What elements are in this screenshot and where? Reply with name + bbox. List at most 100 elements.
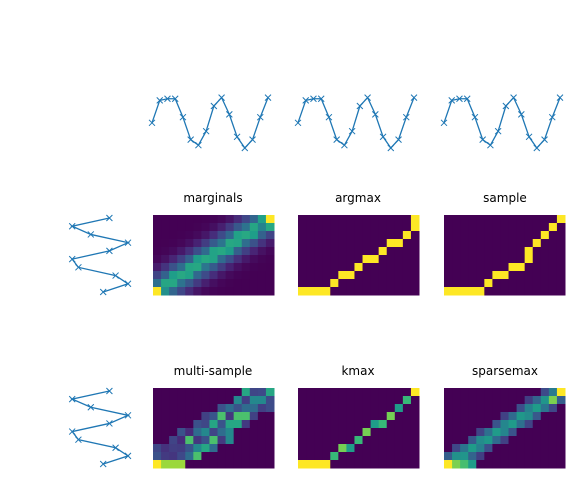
heatmap-cell <box>387 396 396 405</box>
heatmap-cell <box>476 412 485 421</box>
heatmap-cell <box>500 279 509 288</box>
heatmap-cell <box>346 239 355 248</box>
heatmap-cell <box>387 215 396 224</box>
heatmap-cell <box>492 396 501 405</box>
heatmap-cell <box>476 279 485 288</box>
heatmap-cell <box>533 223 542 232</box>
heatmap-cell <box>525 444 534 453</box>
heatmap-cell <box>395 223 404 232</box>
heatmap-cell <box>338 404 347 413</box>
heatmap-cell <box>250 239 259 248</box>
heatmap-cell <box>557 271 566 280</box>
heatmap-cell <box>533 460 542 469</box>
heatmap-cell <box>234 396 243 405</box>
heatmap-cell <box>525 404 534 413</box>
data-point <box>534 145 540 151</box>
heatmap-cell <box>541 436 550 445</box>
heatmap-cell <box>533 255 542 264</box>
heatmap-cell <box>541 255 550 264</box>
heatmap-cell <box>363 404 372 413</box>
heatmap-cell <box>226 412 235 421</box>
data-point <box>250 137 256 143</box>
heatmap-cell <box>379 271 388 280</box>
heatmap-cell <box>258 428 267 437</box>
heatmap-cell <box>395 231 404 240</box>
heatmap-cell <box>306 444 315 453</box>
heatmap-cell <box>346 263 355 272</box>
heatmap-cell <box>468 436 477 445</box>
heatmap-cell <box>411 436 420 445</box>
heatmap-cell <box>322 444 331 453</box>
heatmap-cell <box>460 271 469 280</box>
heatmap-cell <box>363 420 372 429</box>
heatmap-cell <box>403 460 412 469</box>
heatmap-cell <box>169 239 178 248</box>
heatmap-cell <box>460 396 469 405</box>
heatmap-cell <box>354 452 363 461</box>
heatmap-cell <box>395 396 404 405</box>
heatmap-cell <box>201 404 210 413</box>
heatmap-cell <box>250 420 259 429</box>
heatmap-cell <box>557 255 566 264</box>
heatmap-cell <box>226 223 235 232</box>
heatmap-cell <box>533 420 542 429</box>
heatmap-cell <box>444 247 453 256</box>
heatmap-cell <box>371 279 380 288</box>
heatmap-cell <box>201 452 210 461</box>
heatmap-cell <box>411 255 420 264</box>
heatmap-cell <box>185 287 194 296</box>
heatmap-cell <box>468 287 477 296</box>
heatmap-cell <box>314 396 323 405</box>
heatmap-cell <box>533 247 542 256</box>
heatmap-cell <box>411 388 420 397</box>
heatmap-cell <box>452 428 461 437</box>
heatmap-cell <box>363 388 372 397</box>
heatmap-cell <box>549 239 558 248</box>
heatmap-cell <box>250 452 259 461</box>
heatmap-cell <box>266 388 275 397</box>
heatmap-cell <box>314 460 323 469</box>
heatmap-cell <box>218 396 227 405</box>
heatmap-cell <box>387 271 396 280</box>
heatmap-cell <box>153 271 162 280</box>
heatmap-cell <box>330 247 339 256</box>
heatmap-cell <box>322 263 331 272</box>
heatmap-cell <box>242 247 251 256</box>
heatmap-cell <box>346 404 355 413</box>
heatmap-cell <box>258 444 267 453</box>
heatmap-cell <box>201 247 210 256</box>
heatmap-cell <box>209 444 218 453</box>
heatmap-cell <box>226 444 235 453</box>
heatmap-cell <box>533 444 542 453</box>
heatmap-cell <box>314 452 323 461</box>
heatmap-cell <box>169 444 178 453</box>
heatmap-cell <box>346 231 355 240</box>
heatmap-cell <box>234 255 243 264</box>
heatmap-cell <box>306 247 315 256</box>
heatmap-kmax <box>298 388 420 469</box>
heatmap-cell <box>177 287 186 296</box>
heatmap-cell <box>379 436 388 445</box>
heatmap-cell <box>314 239 323 248</box>
heatmap-cell <box>330 452 339 461</box>
heatmap-cell <box>468 388 477 397</box>
title-sparsemax: sparsemax <box>472 364 538 378</box>
heatmap-cell <box>476 444 485 453</box>
data-point <box>388 145 394 151</box>
heatmap-cell <box>161 436 170 445</box>
heatmap-cell <box>484 420 493 429</box>
heatmap-cell <box>444 239 453 248</box>
heatmap-cell <box>500 239 509 248</box>
heatmap-cell <box>242 239 251 248</box>
title-multi-sample: multi-sample <box>174 364 253 378</box>
heatmap-cell <box>330 279 339 288</box>
heatmap-cell <box>209 428 218 437</box>
heatmap-cell <box>395 388 404 397</box>
heatmap-cell <box>298 239 307 248</box>
heatmap-cell <box>185 279 194 288</box>
heatmap-cell <box>153 279 162 288</box>
heatmap-cell <box>242 436 251 445</box>
heatmap-cell <box>500 428 509 437</box>
heatmap-cell <box>209 287 218 296</box>
heatmap-cell <box>468 231 477 240</box>
